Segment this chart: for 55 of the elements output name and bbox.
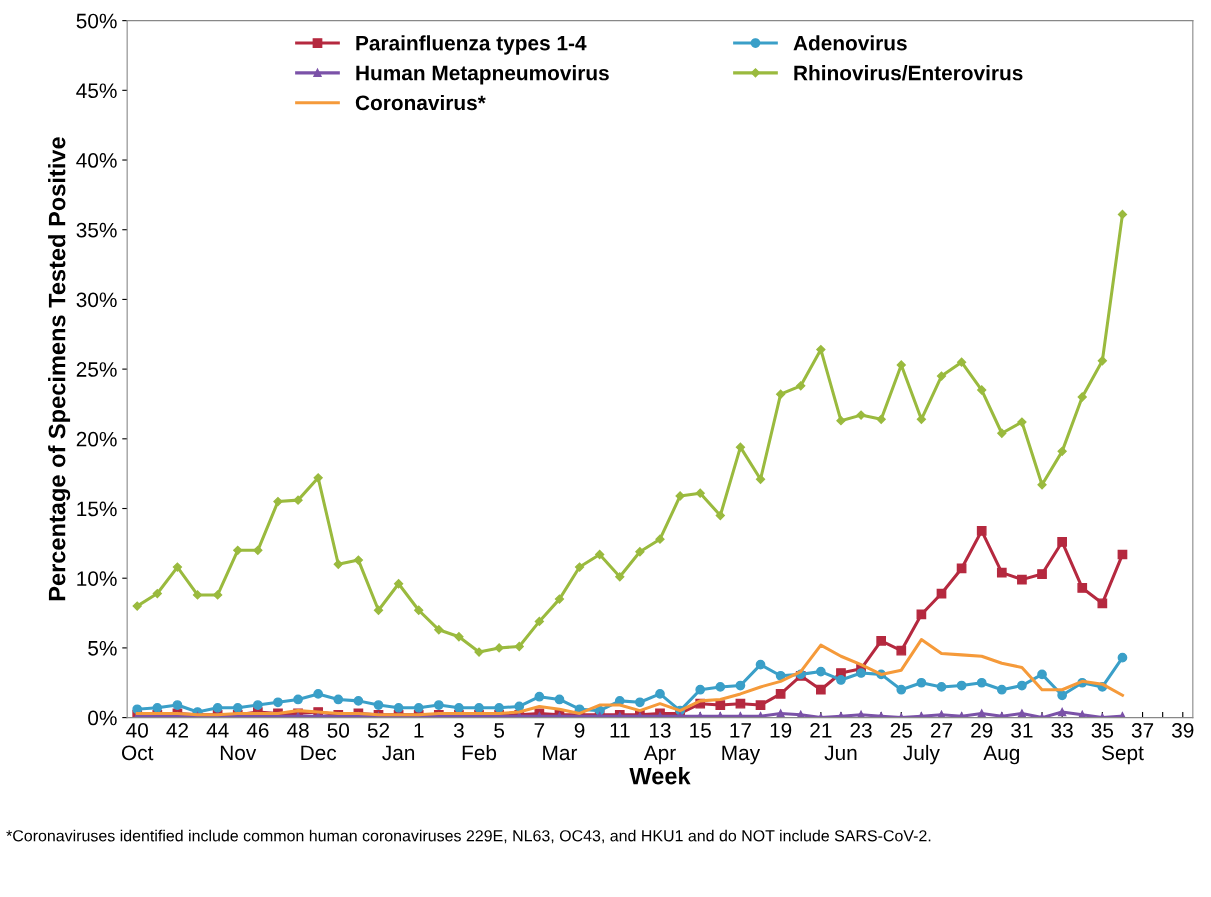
x-tick-label: 19 (770, 723, 792, 738)
x-tick-label: 35 (1091, 723, 1114, 738)
x-tick-label: 48 (286, 723, 309, 738)
text: *Coronaviruses identified include common human coronaviruses 229E, NL63, OC43, and HKU1 and do NOT include SARS-CoV-2. (6, 829, 931, 844)
x-tick-label: Mar (543, 745, 578, 761)
x-tick-label: 7 (534, 723, 545, 738)
x-tick-label: Aug (983, 745, 1020, 765)
x-tick-label: 15 (690, 723, 711, 738)
x-tick-label: 3 (453, 723, 464, 738)
x-tick-label: 42 (166, 723, 188, 738)
y-tick-label: 40% (76, 153, 117, 168)
y-axis-title: Percentage of Specimens Tested Positive (48, 137, 71, 601)
x-tick-label: 23 (850, 723, 872, 738)
x-tick-label: 50 (327, 723, 350, 738)
x-tick-label: July (903, 744, 940, 765)
x-tick-label: 9 (574, 723, 585, 738)
x-tick-label: 37 (1131, 723, 1154, 738)
legend-label: Coronavirus* (355, 94, 486, 111)
legend-label: Parainfluenza types 1-4 (356, 35, 587, 55)
legend-label: Rhinovirus/Enterovirus (794, 65, 1023, 81)
x-tick-label: 13 Apr (643, 723, 676, 765)
x-tick-label: 29 (971, 723, 993, 738)
legend-label: Adenovirus (793, 35, 907, 51)
x-tick-label: 1 (414, 723, 424, 738)
x-tick-label: 46 (246, 723, 269, 738)
y-tick-label: 35% (76, 222, 117, 238)
y-tick-label: 20% (76, 431, 117, 447)
x-axis-title: Week (629, 767, 691, 785)
legend-label: Human Metapneumovirus (356, 65, 609, 85)
x-tick-label: Sept (1101, 745, 1144, 765)
y-tick-label: 15% (77, 501, 117, 517)
y-tick-label: 30% (76, 292, 117, 308)
x-tick-label: 21 (810, 723, 832, 738)
x-tick-label: Jun (824, 745, 857, 761)
y-tick-label: 50% (76, 13, 117, 29)
y-tick-label: 5% (88, 641, 117, 656)
x-tick-label: Nov (220, 745, 257, 761)
x-tick-label: Feb (462, 744, 497, 761)
x-tick-label: 5 (494, 723, 505, 738)
x-tick-label: 39 (1171, 723, 1194, 738)
x-tick-label: 44 (206, 723, 229, 738)
y-tick-label: 0% (88, 710, 117, 726)
x-tick-label: 31 (1011, 723, 1033, 738)
x-tick-label: 27 (930, 723, 953, 738)
x-tick-label: Dec (301, 745, 337, 761)
y-tick-label: 25% (76, 362, 117, 377)
y-tick-label: 45% (76, 83, 117, 99)
y-tick-label: 10% (77, 571, 117, 586)
x-tick-label: 17 May (722, 723, 761, 765)
x-tick-label: 11 (610, 723, 630, 738)
x-tick-label: 33 (1051, 723, 1073, 738)
x-tick-label: 25 (890, 723, 912, 738)
x-tick-label: 52 (367, 723, 390, 738)
x-tick-label: Jan (382, 745, 415, 761)
x-tick-label: 40 Oct (121, 723, 154, 761)
